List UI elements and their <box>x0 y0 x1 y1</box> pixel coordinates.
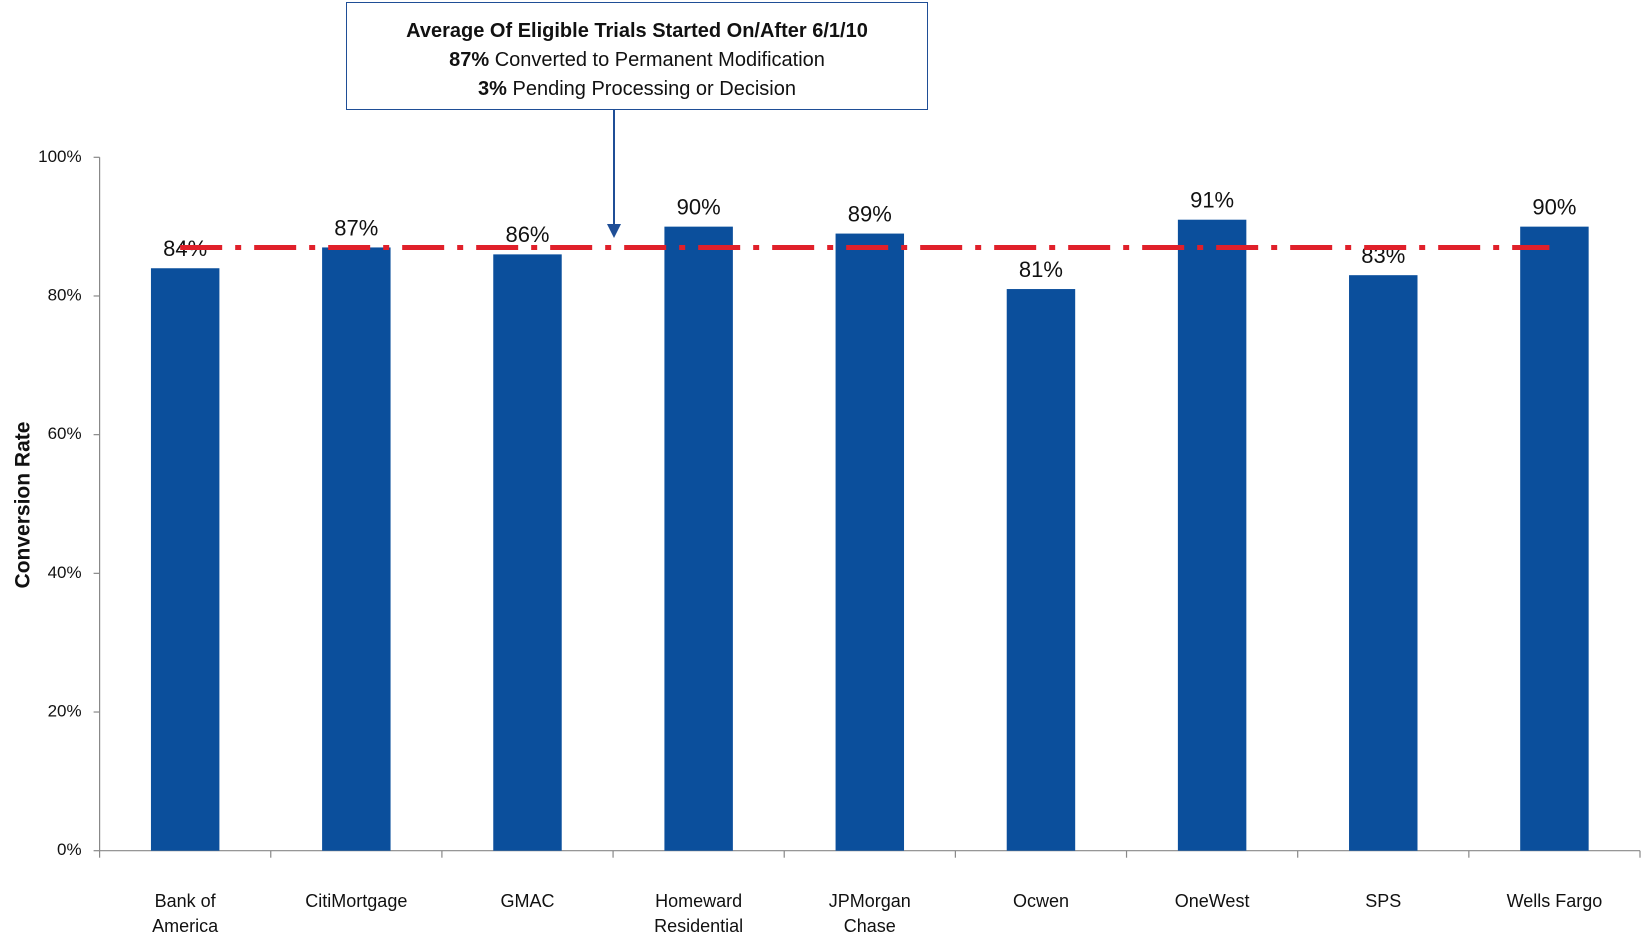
y-tick-label: 60% <box>48 424 82 443</box>
annotation-line: 87% Converted to Permanent Modification <box>347 46 927 75</box>
data-label: 91% <box>1190 188 1234 213</box>
x-tick-label: CitiMortgage <box>305 890 408 911</box>
x-tick-label: Ocwen <box>1012 890 1069 911</box>
bar <box>150 268 220 851</box>
bar <box>1006 289 1076 851</box>
annotation-box: Average Of Eligible Trials Started On/Af… <box>346 2 928 110</box>
bar <box>1520 226 1589 851</box>
annotation-text: Pending Processing or Decision <box>512 78 796 100</box>
annotation-figure: 87% <box>449 49 490 71</box>
y-tick-label: 40% <box>48 563 82 582</box>
x-tick-label: JPMorgan Chase <box>828 890 911 936</box>
bar <box>664 226 733 851</box>
y-axis-label: Conversion Rate <box>12 422 35 589</box>
x-tick-label: GMAC <box>500 890 555 911</box>
bar <box>493 254 562 851</box>
annotation-arrowhead <box>607 224 621 238</box>
y-tick-label: 80% <box>48 285 82 304</box>
x-tick-label: Bank of America <box>152 890 219 936</box>
x-tick-label: Wells Fargo <box>1506 890 1603 911</box>
annotation-line: 3% Pending Processing or Decision <box>347 75 927 104</box>
data-label: 81% <box>1019 257 1063 282</box>
bar <box>1177 219 1247 851</box>
y-tick-label: 100% <box>38 147 81 166</box>
annotation-title: Average Of Eligible Trials Started On/Af… <box>406 20 868 42</box>
bar <box>322 247 391 851</box>
data-label: 90% <box>677 194 721 219</box>
data-label: 86% <box>505 222 549 247</box>
annotation-figure: 3% <box>478 78 507 100</box>
annotation-text: Converted to Permanent Modification <box>494 49 825 71</box>
bar <box>1349 275 1418 851</box>
y-tick-label: 0% <box>57 840 82 859</box>
data-label: 87% <box>334 215 378 240</box>
x-tick-label: SPS <box>1365 890 1402 911</box>
data-label: 89% <box>848 201 892 226</box>
y-tick-label: 20% <box>48 702 82 721</box>
x-tick-label: Homeward Residential <box>654 890 744 936</box>
x-tick-label: OneWest <box>1174 890 1250 911</box>
bar <box>835 233 905 851</box>
data-label: 90% <box>1532 194 1576 219</box>
